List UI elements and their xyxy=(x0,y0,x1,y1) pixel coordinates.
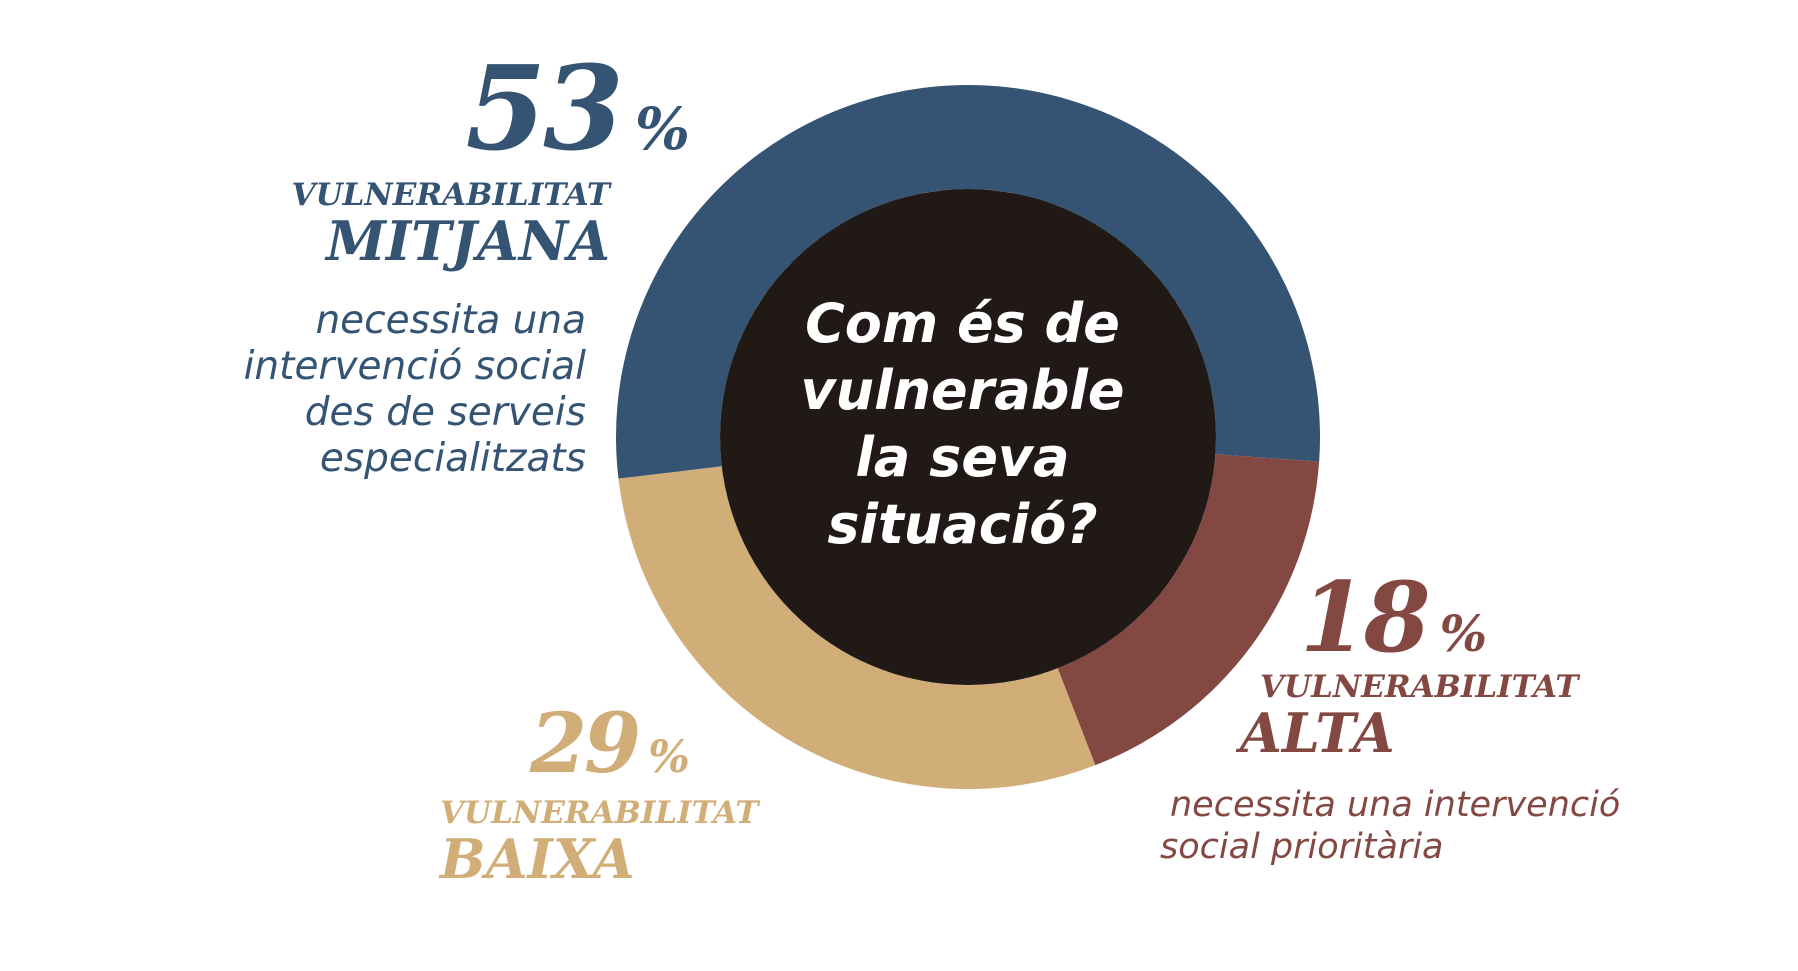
desc-mitjana-line-4: especialitzats xyxy=(319,436,586,481)
pct-sign-mitjana: % xyxy=(634,95,690,163)
center-question-line-4: situació? xyxy=(827,493,1098,556)
level-prefix-baixa: VULNERABILITAT xyxy=(440,795,759,831)
label-alta: 18% xyxy=(1300,568,1600,668)
level-name-baixa: BAIXA xyxy=(440,827,635,891)
desc-alta-line-2: social prioritària xyxy=(1160,827,1444,867)
center-question-line-3: la seva xyxy=(855,426,1070,489)
pct-sign-alta: % xyxy=(1439,604,1488,663)
desc-mitjana-line-3: des de serveis xyxy=(304,390,586,435)
pct-baixa: 29% xyxy=(530,700,770,788)
level-name-alta: ALTA xyxy=(1240,701,1395,765)
level-baixa: VULNERABILITAT BAIXA xyxy=(440,796,820,888)
desc-mitjana-line-1: necessita una xyxy=(315,298,586,343)
pct-value-mitjana: 53 xyxy=(465,41,623,177)
pct-value-baixa: 29 xyxy=(530,696,641,792)
slice-alta xyxy=(1057,454,1320,766)
pct-sign-baixa: % xyxy=(648,732,690,783)
level-prefix-alta: VULNERABILITAT xyxy=(1260,669,1579,705)
label-baixa: 29% xyxy=(530,700,770,788)
level-mitjana: VULNERABILITAT MITJANA xyxy=(150,178,610,270)
desc-alta: necessita una intervenció social priorit… xyxy=(1160,784,1640,868)
center-question-line-2: vulnerable xyxy=(800,359,1125,422)
donut-center-hole xyxy=(720,189,1216,685)
pct-mitjana: 53% xyxy=(150,50,690,168)
pct-value-alta: 18 xyxy=(1300,561,1431,674)
level-alta: VULNERABILITAT ALTA xyxy=(1240,670,1660,762)
label-mitjana: 53% xyxy=(150,50,690,168)
slice-baixa xyxy=(618,466,1096,789)
desc-alta-line-1: necessita una intervenció xyxy=(1170,785,1621,825)
level-prefix-mitjana: VULNERABILITAT xyxy=(291,177,610,213)
desc-mitjana-line-2: intervenció social xyxy=(243,344,586,389)
center-question-line-1: Com és de xyxy=(805,292,1120,355)
center-question: Com és de vulnerable la seva situació? xyxy=(720,290,1205,558)
slice-mitjana xyxy=(616,85,1320,479)
level-name-mitjana: MITJANA xyxy=(326,209,610,273)
desc-mitjana: necessita una intervenció social des de … xyxy=(150,298,586,482)
pct-alta: 18% xyxy=(1300,568,1600,668)
